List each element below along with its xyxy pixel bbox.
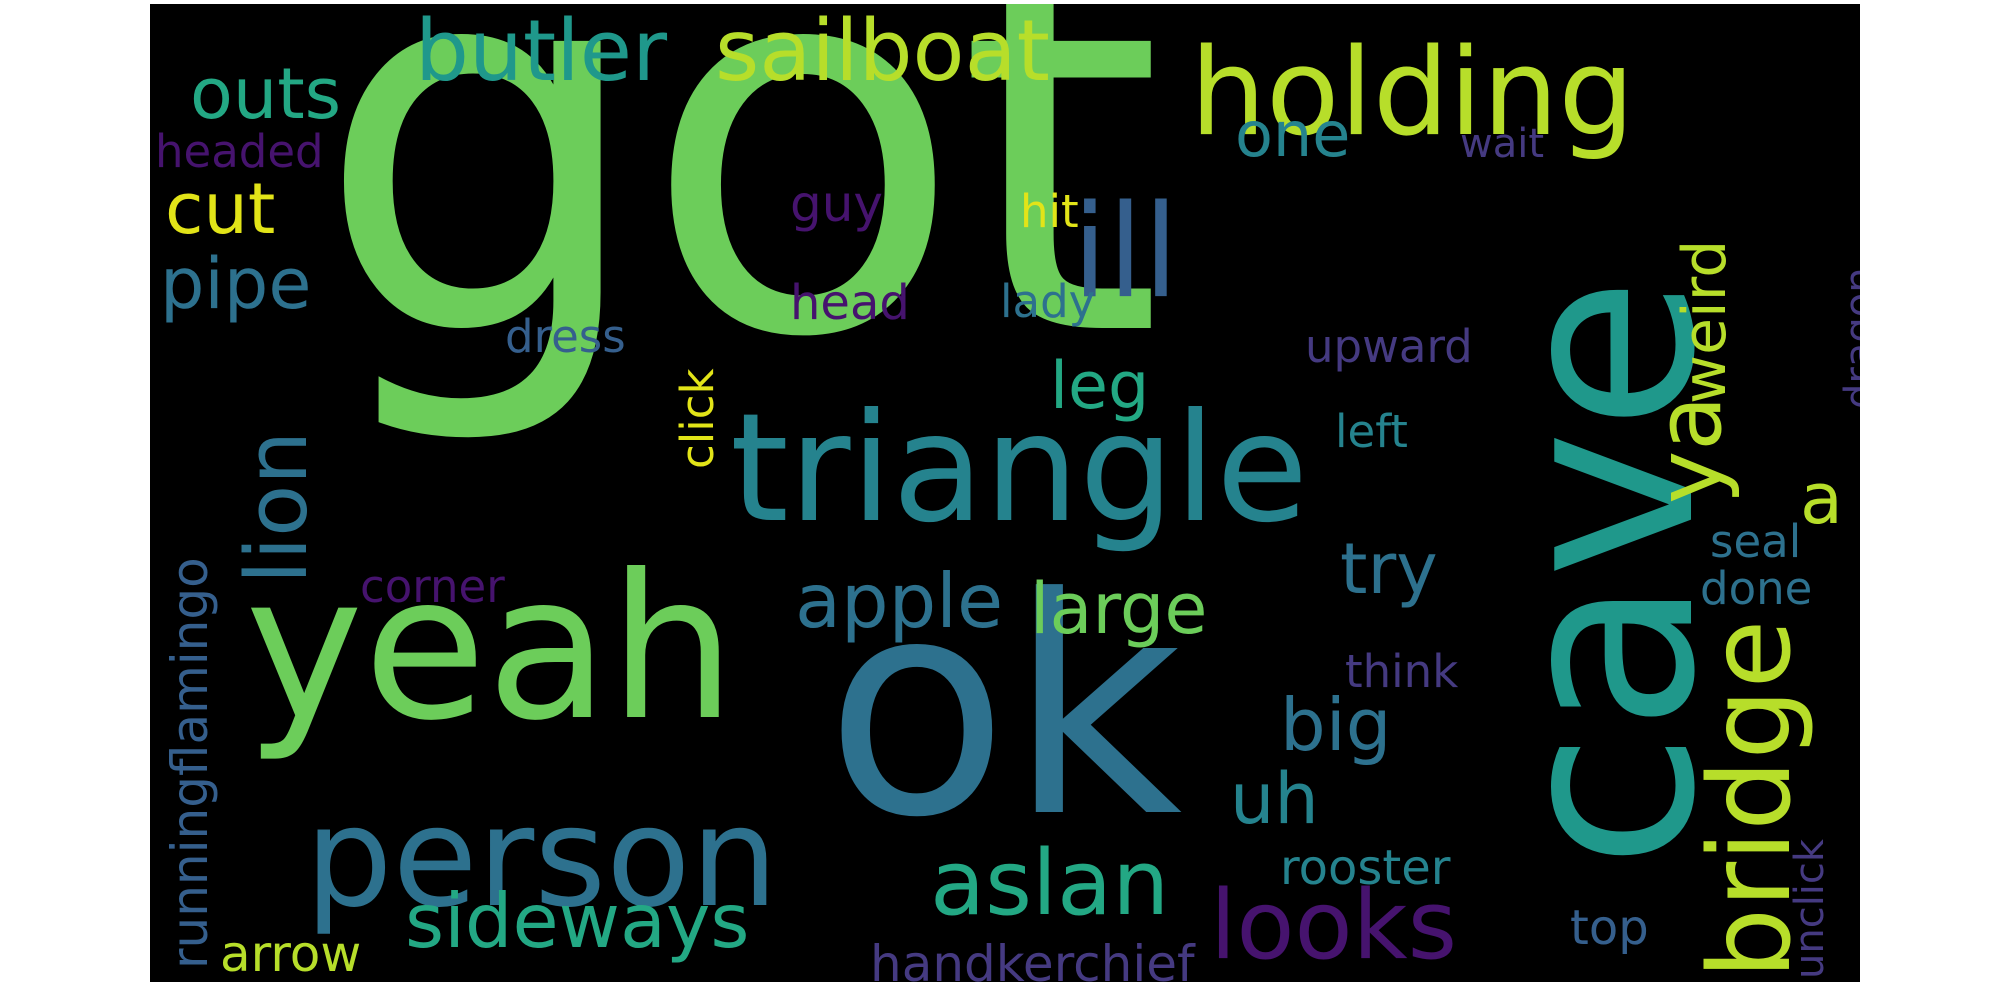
word-sailboat: sailboat xyxy=(715,4,1050,101)
word-got: got xyxy=(315,4,1163,452)
word-handkerchief: handkerchief xyxy=(870,935,1195,982)
word-sideways: sideways xyxy=(405,877,750,965)
word-dress: dress xyxy=(505,310,626,363)
word-one: one xyxy=(1235,98,1351,171)
word-butler: butler xyxy=(415,4,668,101)
word-leg: leg xyxy=(1050,349,1150,424)
word-aslan: aslan xyxy=(930,831,1170,936)
word-holding: holding xyxy=(1190,24,1635,163)
word-corner: corner xyxy=(360,560,505,613)
word-rooster: rooster xyxy=(1280,840,1451,896)
word-try: try xyxy=(1340,528,1438,610)
word-wait: wait xyxy=(1460,121,1545,167)
word-looks: looks xyxy=(1210,871,1458,981)
word-cut: cut xyxy=(165,168,276,250)
word-dragon: dragon xyxy=(1837,267,1860,409)
word-weird: weird xyxy=(1670,239,1740,404)
word-apple: apple xyxy=(795,557,1004,645)
word-yeah: yeah xyxy=(245,532,736,765)
word-headed: headed xyxy=(155,125,324,178)
word-head: head xyxy=(790,275,910,331)
word-large: large xyxy=(1030,568,1208,650)
word-click: click xyxy=(671,368,724,469)
word-big: big xyxy=(1280,683,1392,767)
word-lady: lady xyxy=(1000,275,1096,328)
word-unclick: unclick xyxy=(1787,838,1833,979)
word-ill: ill xyxy=(1072,178,1179,327)
word-hit: hit xyxy=(1020,185,1079,238)
word-cloud: got cave ok yeah triangle holding person… xyxy=(150,4,1860,982)
word-ok: ok xyxy=(825,534,1183,883)
word-done: done xyxy=(1700,562,1813,615)
word-top: top xyxy=(1570,900,1649,956)
word-left: left xyxy=(1335,405,1408,458)
word-upward: upward xyxy=(1305,320,1473,373)
word-arrow: arrow xyxy=(220,925,362,982)
word-pipe: pipe xyxy=(160,243,312,325)
word-uh: uh xyxy=(1230,758,1319,840)
word-lion: lion xyxy=(228,430,327,584)
word-triangle: triangle xyxy=(730,382,1309,556)
word-runningflamingo: runningflamingo xyxy=(161,557,219,969)
word-person: person xyxy=(305,777,779,938)
word-think: think xyxy=(1345,645,1459,698)
word-outs: outs xyxy=(190,53,342,135)
word-guy: guy xyxy=(790,175,884,233)
word-ya: ya xyxy=(1637,395,1742,504)
word-seal: seal xyxy=(1710,515,1802,568)
word-a: a xyxy=(1800,458,1843,540)
